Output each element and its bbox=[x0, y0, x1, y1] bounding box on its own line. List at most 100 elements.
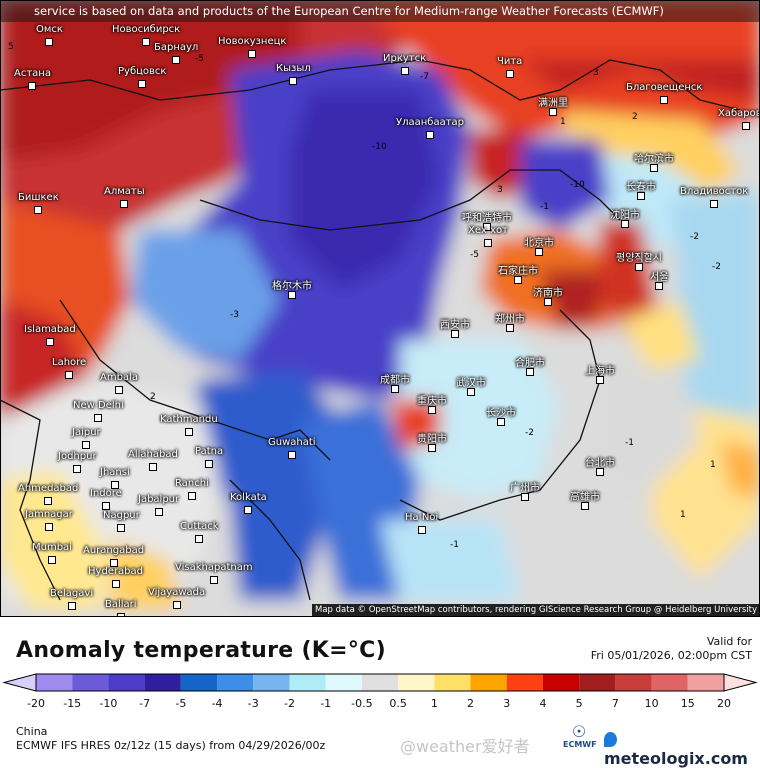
city-label: 广州市 bbox=[510, 479, 540, 501]
city-label: Омск bbox=[36, 24, 63, 46]
city-label: 长春市 bbox=[626, 178, 656, 200]
map-title: Anomaly temperature (K=°C) bbox=[16, 638, 386, 663]
city-label: 西安市 bbox=[440, 316, 470, 338]
city-label: Islamabad bbox=[24, 324, 76, 346]
color-scale-cell bbox=[325, 674, 362, 691]
tick-label: -15 bbox=[63, 697, 82, 710]
city-label: 合肥市 bbox=[515, 354, 545, 376]
city-label: 济南市 bbox=[533, 284, 563, 306]
contour-label: 2 bbox=[632, 112, 638, 122]
city-label: 满洲里 bbox=[538, 94, 568, 116]
tick-label: -0.5 bbox=[351, 697, 373, 710]
city-label: Владивосток bbox=[680, 186, 749, 208]
data-source-banner: service is based on data and products of… bbox=[0, 0, 760, 22]
color-scale-cell bbox=[542, 674, 580, 691]
color-scale-cell bbox=[687, 674, 724, 691]
city-label: New Delhi bbox=[73, 400, 124, 422]
city-label: Belagavi bbox=[50, 588, 94, 610]
city-label: 郑州市 bbox=[495, 310, 525, 332]
tick-label: -1 bbox=[320, 697, 332, 710]
contour-label: 3 bbox=[593, 68, 599, 78]
color-scale-cell bbox=[398, 674, 435, 691]
city-label: Hyderabad bbox=[88, 566, 143, 588]
meteologix-logo-icon bbox=[604, 732, 617, 747]
city-label: Чита bbox=[497, 56, 523, 78]
city-label: 成都市 bbox=[380, 371, 410, 393]
tick-label: 15 bbox=[680, 697, 695, 710]
city-label: 呼和浩特市 bbox=[462, 209, 512, 231]
city-label: 长沙市 bbox=[486, 404, 516, 426]
city-label: Алматы bbox=[104, 186, 145, 208]
city-label: Jamnagar bbox=[25, 509, 73, 531]
contour-label: -5 bbox=[195, 54, 204, 64]
contour-label: -3 bbox=[230, 310, 239, 320]
city-label: Ahmedabad bbox=[18, 483, 79, 505]
tick-label: 4 bbox=[539, 697, 547, 710]
color-scale-cell bbox=[217, 674, 254, 691]
contour-label: 2 bbox=[150, 392, 156, 402]
model-run-label: ECMWF IFS HRES 0z/12z (15 days) from 04/… bbox=[16, 739, 326, 752]
city-label: Cuttack bbox=[180, 521, 219, 543]
ecmwf-logo: ☉ ECMWF bbox=[563, 722, 597, 750]
tick-label: 7 bbox=[611, 697, 619, 710]
contour-label: -1 bbox=[540, 202, 549, 212]
color-scale-bar bbox=[2, 673, 758, 692]
tick-label: -20 bbox=[27, 697, 45, 710]
meteologix-brand[interactable]: meteologix.com bbox=[604, 730, 760, 768]
color-scale-cell bbox=[651, 674, 688, 691]
contour-label: -2 bbox=[525, 428, 534, 438]
city-label: Ranchi bbox=[175, 478, 209, 500]
country-borders bbox=[0, 59, 741, 601]
tick-label: -3 bbox=[247, 697, 259, 710]
city-label: Aurangabad bbox=[83, 545, 145, 567]
contour-label: -2 bbox=[690, 232, 699, 242]
city-label: Улаанбаатар bbox=[396, 117, 465, 139]
color-scale-cell bbox=[579, 674, 616, 691]
city-label: Guwahati bbox=[268, 437, 316, 459]
city-label: Иркутск bbox=[383, 53, 427, 75]
tick-label: 0.5 bbox=[389, 697, 407, 710]
city-label: Allahabad bbox=[128, 449, 178, 471]
tick-label: -5 bbox=[175, 697, 187, 710]
tick-label: 2 bbox=[467, 697, 475, 710]
city-label: 沈阳市 bbox=[610, 206, 640, 228]
color-scale-cell bbox=[180, 674, 218, 691]
temperature-anomaly-map[interactable]: service is based on data and products of… bbox=[0, 0, 760, 617]
contour-label: -5 bbox=[470, 250, 479, 260]
contour-label: -10 bbox=[372, 142, 387, 152]
city-label: 서울 bbox=[650, 268, 668, 290]
city-label: 重庆市 bbox=[417, 392, 447, 414]
city-label: Jaipur bbox=[72, 427, 101, 449]
color-scale-cell bbox=[144, 674, 181, 691]
city-label: Visakhapatnam bbox=[175, 562, 253, 584]
city-label: 石家庄市 bbox=[498, 262, 538, 284]
tick-label: 1 bbox=[430, 697, 438, 710]
city-label: Бишкек bbox=[18, 192, 59, 214]
tick-label: -4 bbox=[211, 697, 223, 710]
tick-label: 5 bbox=[575, 697, 583, 710]
tick-label: 10 bbox=[644, 697, 659, 710]
color-scale-cell bbox=[36, 674, 73, 691]
contour-label: -1 bbox=[450, 540, 459, 550]
city-label: 평양직할시 bbox=[616, 249, 662, 271]
city-label: Астана bbox=[14, 68, 51, 90]
city-label: Ballari bbox=[105, 599, 137, 617]
city-label: Lahore bbox=[52, 357, 87, 379]
contour-label: 1 bbox=[680, 510, 686, 520]
city-label: 哈尔滨市 bbox=[634, 150, 674, 172]
map-attribution: Map data © OpenStreetMap contributors, r… bbox=[312, 604, 760, 617]
contour-label: 1 bbox=[710, 460, 716, 470]
city-label: Jabalpur bbox=[138, 494, 180, 516]
valid-time: Fri 05/01/2026, 02:00pm CST bbox=[590, 649, 752, 662]
city-label: Хех хот bbox=[468, 225, 508, 247]
city-label: 台北市 bbox=[585, 454, 615, 476]
tick-label: -10 bbox=[99, 697, 118, 710]
city-label: Vijayawada bbox=[148, 587, 206, 609]
contour-label: 3 bbox=[497, 185, 503, 195]
color-scale-outline bbox=[35, 673, 725, 692]
contour-label: 1 bbox=[560, 117, 566, 127]
tick-label: -2 bbox=[283, 697, 295, 710]
watermark: @weather爱好者 bbox=[400, 737, 530, 756]
anomaly-field bbox=[0, 0, 760, 617]
under-range-arrow bbox=[2, 673, 37, 692]
